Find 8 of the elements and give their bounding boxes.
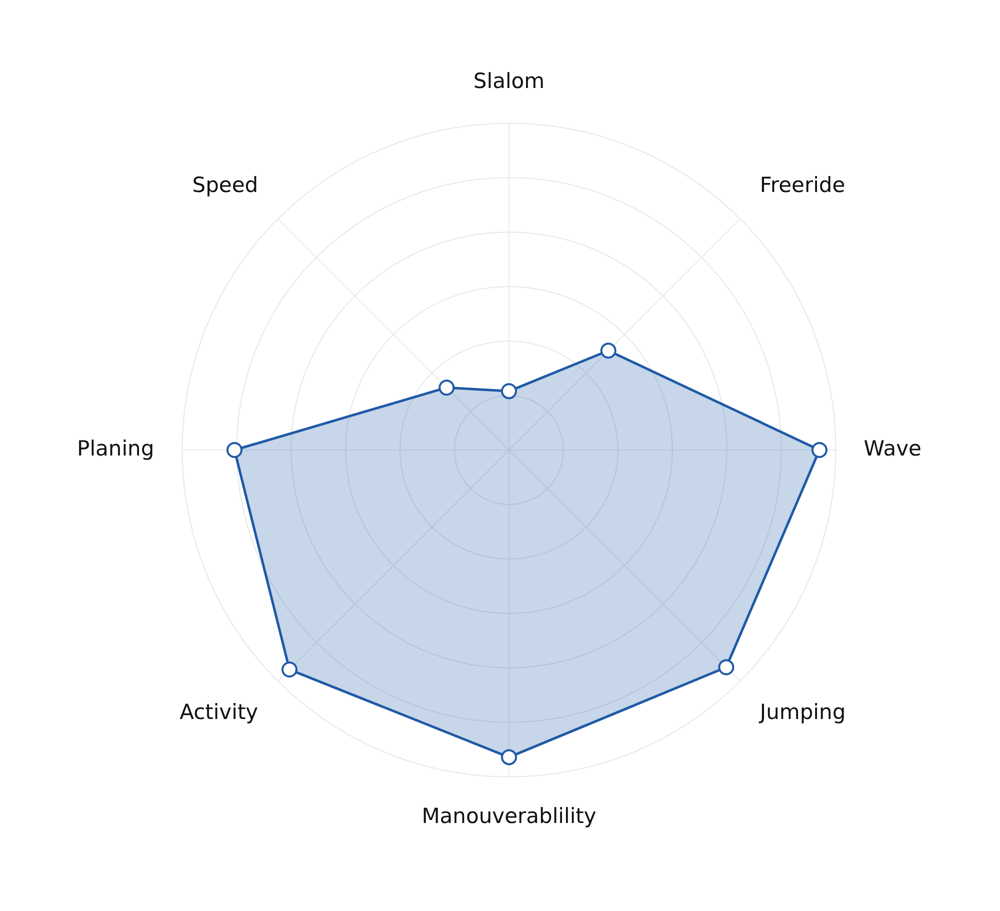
spoke-label: Wave: [864, 436, 922, 460]
spoke-label: Speed: [192, 172, 258, 197]
spoke-label: Manouverablility: [422, 804, 596, 828]
spoke-label: Freeride: [760, 172, 846, 197]
spoke-label: Activity: [180, 700, 258, 724]
spoke-label: Planing: [77, 436, 154, 460]
spoke-label: Jumping: [758, 700, 846, 724]
spoke-label: Slalom: [473, 69, 545, 94]
